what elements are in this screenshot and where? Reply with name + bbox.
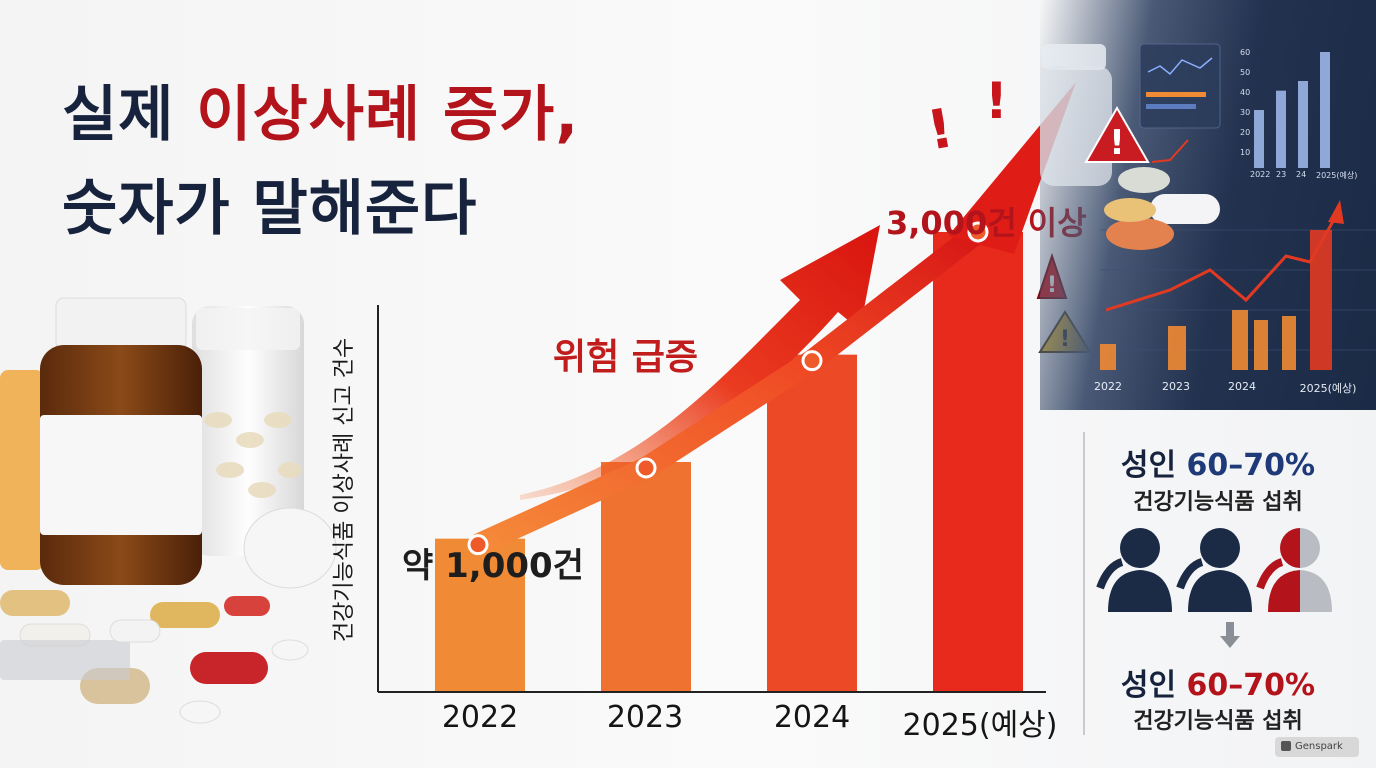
- trend-point: [801, 350, 823, 372]
- inset-top-x-tick: 2025(예상): [1316, 171, 1358, 180]
- data-label-start: 약 1,000건: [402, 546, 584, 586]
- panel-bottom-headline: 성인 60–70%: [1088, 660, 1348, 704]
- inset-top-x-tick: 24: [1296, 170, 1307, 179]
- inset-y-tick: 60: [1240, 48, 1251, 57]
- bar: [933, 232, 1023, 692]
- inset-bar: [1276, 90, 1286, 168]
- surge-arrow: [520, 225, 880, 500]
- inset-bar: [1298, 81, 1308, 168]
- y-axis-label: 건강기능식품 이상사례 신고 건수: [332, 337, 357, 643]
- panel-bottom-sub: 건강기능식품 섭취: [1133, 709, 1303, 734]
- inset-top-x-tick: 2022: [1250, 170, 1271, 179]
- inset-y-tick: 30: [1240, 108, 1251, 117]
- trend-point: [467, 534, 489, 556]
- bar: [601, 462, 691, 692]
- panel-bottom-label: 성인: [1120, 668, 1177, 703]
- inset-dashboard: ! 60 50 40 30 20 10 20: [1040, 0, 1376, 410]
- panel-top-percent: 60–70%: [1186, 448, 1316, 483]
- watermark: Genspark: [1275, 737, 1359, 757]
- bar: [435, 538, 525, 692]
- inset-bar: [1320, 52, 1330, 168]
- inset-y-tick: 40: [1240, 88, 1251, 97]
- inset-bar: [1254, 110, 1264, 168]
- panel-top-headline: 성인 60–70%: [1088, 440, 1348, 484]
- trend-point: [967, 221, 989, 243]
- inset-x-tick: 2024: [1228, 380, 1256, 393]
- logo-icon: [1281, 741, 1291, 751]
- inset-x-tick: 2023: [1162, 380, 1190, 393]
- svg-text:!: !: [1109, 123, 1125, 163]
- panel-top-sub: 건강기능식품 섭취: [1133, 490, 1303, 515]
- inset-top-x-tick: 23: [1276, 170, 1287, 179]
- panel-top-label: 성인: [1120, 448, 1177, 483]
- trend-point: [635, 457, 657, 479]
- x-tick-label: 2023: [606, 700, 684, 735]
- x-tick-label: 2024: [773, 700, 851, 735]
- headline-line-1: 실제 이상사례 증가,: [62, 66, 579, 153]
- panel-bottom-percent: 60–70%: [1186, 668, 1316, 703]
- y-axis-label-wrap: 건강기능식품 이상사례 신고 건수: [318, 300, 366, 680]
- inset-y-tick: 10: [1240, 148, 1251, 157]
- headline-part-1: 실제: [62, 80, 175, 150]
- inset-x-tick: 2025(예상): [1299, 382, 1357, 395]
- exclamation-icon: !: [923, 96, 958, 162]
- inset-dashboard-graphics: !: [1040, 43, 1376, 370]
- headline-part-2: 이상사례 증가,: [196, 80, 580, 150]
- watermark-text: Genspark: [1295, 741, 1343, 752]
- inset-y-tick: 50: [1240, 68, 1251, 77]
- surge-label: 위험 급증: [553, 337, 699, 378]
- inset-y-tick: 20: [1240, 128, 1251, 137]
- exclamation-icon: !: [985, 72, 1008, 130]
- inset-x-tick: 2022: [1094, 380, 1122, 393]
- trend-line: [473, 223, 985, 555]
- headline-line-2: 숫자가 말해준다: [62, 174, 478, 244]
- x-tick-label: 2025(예상): [902, 708, 1058, 743]
- x-tick-label: 2022: [441, 700, 519, 735]
- bar: [767, 354, 857, 692]
